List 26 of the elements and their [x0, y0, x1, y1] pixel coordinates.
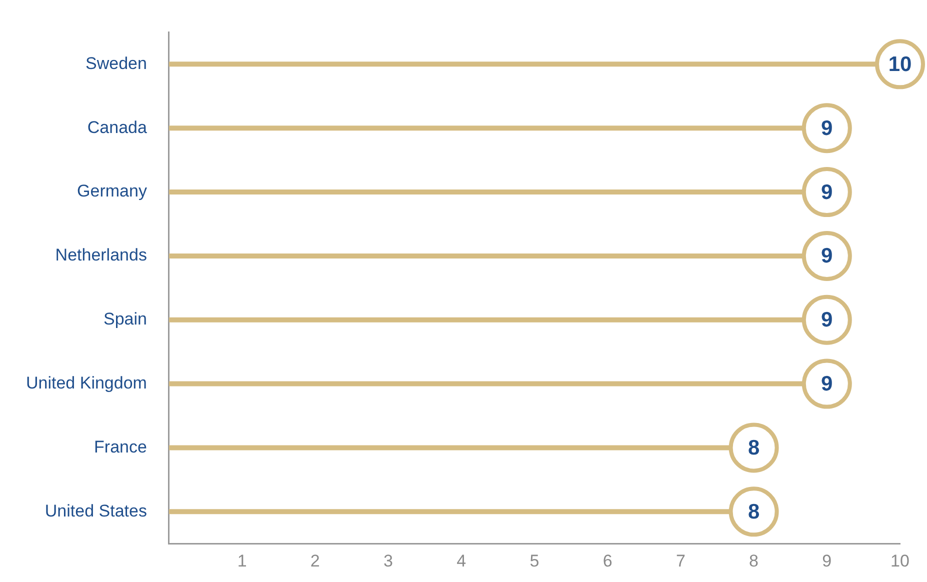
x-tick-label: 2	[310, 551, 320, 570]
data-label: 9	[821, 244, 833, 268]
x-tick-label: 1	[237, 551, 247, 570]
data-label: 9	[821, 372, 833, 396]
x-tick-label: 4	[456, 551, 466, 570]
y-tick-label: Canada	[87, 118, 148, 137]
x-tick-label: 5	[530, 551, 540, 570]
x-tick-label: 10	[890, 551, 910, 570]
data-label: 10	[888, 52, 912, 76]
data-label: 8	[748, 436, 760, 460]
y-tick-label: Sweden	[86, 54, 147, 73]
x-tick-label: 9	[822, 551, 832, 570]
y-tick-label: United Kingdom	[26, 373, 147, 392]
x-tick-label: 7	[676, 551, 686, 570]
y-tick-label: Germany	[77, 182, 148, 201]
x-tick-label: 3	[384, 551, 394, 570]
data-label: 8	[748, 500, 760, 524]
data-label: 9	[821, 308, 833, 332]
x-tick-label: 6	[602, 551, 612, 570]
y-tick-label: Spain	[103, 310, 147, 329]
data-label: 9	[821, 180, 833, 204]
data-label: 9	[821, 116, 833, 140]
y-tick-label: France	[94, 437, 147, 456]
y-tick-label: United States	[44, 501, 147, 520]
y-tick-label: Netherlands	[55, 246, 147, 265]
x-tick-label: 8	[749, 551, 759, 570]
